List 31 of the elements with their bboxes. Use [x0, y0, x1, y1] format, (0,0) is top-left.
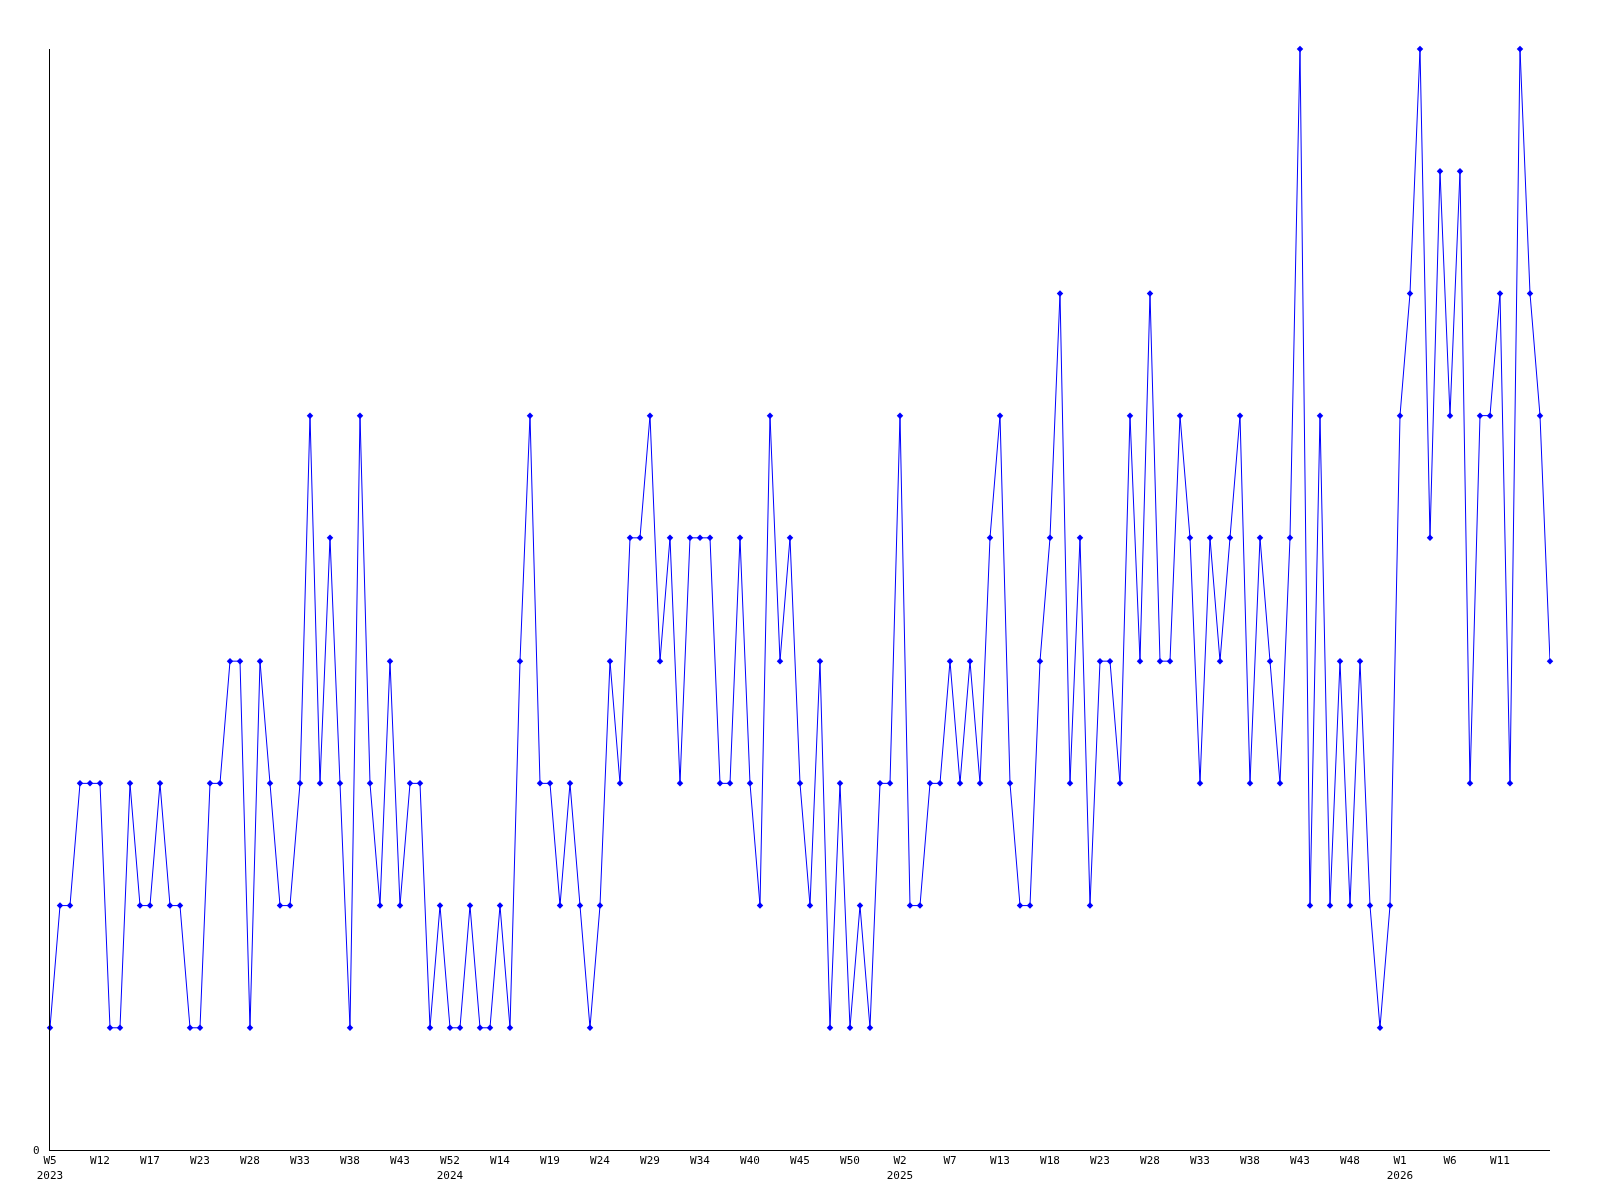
x-tick-label: W11 [1490, 1154, 1510, 1168]
x-tick-label: W1 2026 [1386, 1154, 1414, 1182]
x-tick-label: W5 2023 [36, 1154, 64, 1182]
x-tick-label: W38 [340, 1154, 360, 1168]
x-tick-label: W43 [1290, 1154, 1310, 1168]
x-tick-label: W50 [840, 1154, 860, 1168]
x-tick-label: W43 [390, 1154, 410, 1168]
x-tick-label: W2 2025 [886, 1154, 914, 1182]
x-tick-label: W28 [240, 1154, 260, 1168]
x-tick-label: W14 [490, 1154, 511, 1168]
x-tick-label: W23 [1090, 1154, 1110, 1168]
x-tick-label: W38 [1240, 1154, 1260, 1168]
x-tick-label: W23 [190, 1154, 210, 1168]
x-tick-label: W33 [290, 1154, 310, 1168]
x-tick-label: W24 [590, 1154, 611, 1168]
x-tick-label: W34 [690, 1154, 711, 1168]
x-tick-label: W33 [1190, 1154, 1210, 1168]
text: 0 [33, 1144, 40, 1157]
x-tick-label: W29 [640, 1154, 660, 1168]
x-tick-label: W40 [740, 1154, 760, 1168]
x-tick-label: W19 [540, 1154, 560, 1168]
x-tick-label: W45 [790, 1154, 810, 1168]
x-tick-label: W28 [1140, 1154, 1160, 1168]
x-tick-label: W6 [1443, 1154, 1457, 1168]
x-tick-label: W17 [140, 1154, 160, 1168]
x-tick-label: W13 [990, 1154, 1010, 1168]
x-tick-label: W48 [1340, 1154, 1360, 1168]
x-tick-label: W12 [90, 1154, 110, 1168]
x-tick-label: W18 [1040, 1154, 1060, 1168]
x-tick-label: W7 [943, 1154, 957, 1168]
x-tick-label: W52 2024 [436, 1154, 464, 1182]
